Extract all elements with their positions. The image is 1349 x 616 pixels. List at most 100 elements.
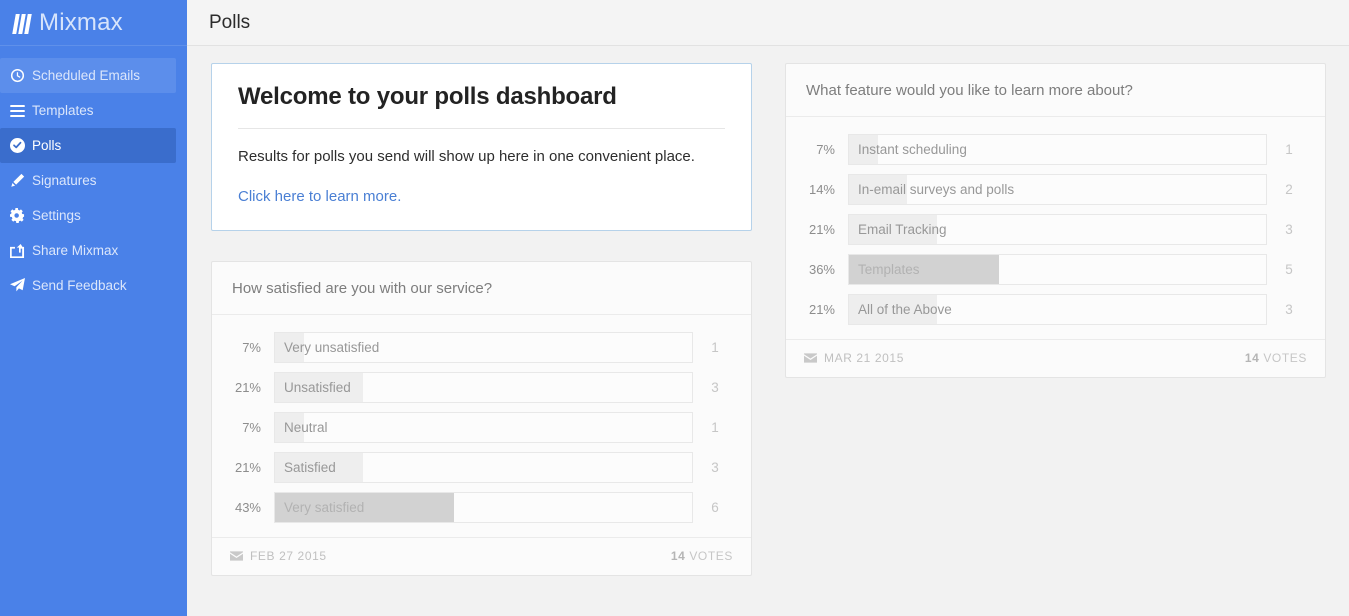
poll-option-percent: 36%	[808, 261, 835, 277]
sidebar-item-label: Polls	[32, 137, 62, 153]
poll-option-bar-fill	[275, 372, 363, 402]
poll-option-percent: 7%	[242, 419, 261, 435]
poll-option-row: 14% In-email surveys and polls 2	[800, 169, 1311, 209]
poll-option-count: 3	[1285, 301, 1293, 317]
poll-option-count: 1	[711, 339, 719, 355]
poll-option-row: 21% All of the Above 3	[800, 289, 1311, 329]
poll-option-bar: In-email surveys and polls	[848, 173, 1267, 205]
poll-question: How satisfied are you with our service?	[212, 262, 751, 315]
content-columns: Welcome to your polls dashboard Results …	[187, 46, 1349, 576]
poll-votes-word: VOTES	[1263, 351, 1307, 365]
poll-option-bar-fill	[849, 254, 1000, 284]
poll-option-bar: All of the Above	[848, 293, 1267, 325]
poll-question: What feature would you like to learn mor…	[786, 64, 1325, 117]
poll-card-satisfaction: How satisfied are you with our service? …	[211, 261, 752, 576]
sidebar-item-label: Templates	[32, 102, 94, 118]
sidebar-nav: Scheduled Emails Templates Polls Signatu…	[0, 46, 187, 303]
poll-option-percent: 7%	[242, 339, 261, 355]
welcome-body-text: Results for polls you send will show up …	[238, 148, 695, 165]
poll-option-count: 3	[711, 379, 719, 395]
poll-date-label: FEB 27 2015	[250, 549, 327, 563]
poll-option-label: Instant scheduling	[858, 141, 967, 157]
poll-option-count: 5	[1285, 261, 1293, 277]
top-bar: Polls	[187, 0, 1349, 46]
poll-option-count: 1	[1285, 141, 1293, 157]
poll-option-label: Unsatisfied	[284, 379, 351, 395]
welcome-card: Welcome to your polls dashboard Results …	[211, 63, 752, 231]
envelope-icon	[230, 551, 243, 561]
sidebar-item-label: Scheduled Emails	[32, 67, 141, 83]
left-column: Welcome to your polls dashboard Results …	[211, 63, 752, 576]
poll-option-label: All of the Above	[858, 301, 952, 317]
poll-option-bar-fill	[275, 412, 305, 442]
poll-option-row: 21% Unsatisfied 3	[226, 367, 737, 407]
poll-date-label: MAR 21 2015	[824, 351, 904, 365]
poll-option-row: 36% Templates 5	[800, 249, 1311, 289]
welcome-title: Welcome to your polls dashboard	[238, 83, 617, 110]
poll-option-label: Satisfied	[284, 459, 336, 475]
poll-option-bar-fill	[849, 294, 937, 324]
poll-option-row: 7% Neutral 1	[226, 407, 737, 447]
poll-card-feature-interest: What feature would you like to learn mor…	[785, 63, 1326, 378]
sidebar-item-scheduled-emails[interactable]: Scheduled Emails	[0, 58, 176, 93]
poll-option-row: 7% Instant scheduling 1	[800, 129, 1311, 169]
poll-option-row: 21% Email Tracking 3	[800, 209, 1311, 249]
poll-option-percent: 7%	[816, 141, 835, 157]
sidebar-item-label: Share Mixmax	[32, 242, 119, 258]
poll-option-bar-fill	[275, 452, 363, 482]
poll-option-row: 21% Satisfied 3	[226, 447, 737, 487]
paper-plane-icon	[10, 278, 32, 294]
sidebar-item-label: Signatures	[32, 172, 97, 188]
poll-votes-word: VOTES	[689, 549, 733, 563]
poll-footer: MAR 21 2015 14 VOTES	[786, 339, 1325, 377]
poll-option-label: In-email surveys and polls	[858, 181, 1015, 197]
poll-option-label: Templates	[858, 261, 920, 277]
poll-option-label: Email Tracking	[858, 221, 947, 237]
envelope-icon	[804, 353, 817, 363]
sidebar: Mixmax Scheduled Emails Templates Polls	[0, 0, 187, 616]
poll-option-count: 6	[711, 499, 719, 515]
brand-header[interactable]: Mixmax	[0, 0, 187, 46]
poll-option-bar-fill	[849, 214, 937, 244]
poll-option-bar: Satisfied	[274, 451, 693, 483]
sidebar-item-share-mixmax[interactable]: Share Mixmax	[0, 233, 176, 268]
poll-results-list: 7% Instant scheduling 1 14% In-email surveys…	[786, 117, 1325, 339]
poll-option-bar: Unsatisfied	[274, 371, 693, 403]
poll-option-bar: Templates	[848, 253, 1267, 285]
poll-option-bar-fill	[275, 492, 455, 522]
main-area: Polls Welcome to your polls dashboard Re…	[187, 0, 1349, 616]
poll-option-percent: 43%	[234, 499, 261, 515]
learn-more-link[interactable]: Click here to learn more.	[238, 188, 402, 205]
sidebar-item-label: Send Feedback	[32, 277, 127, 293]
poll-option-row: 43% Very satisfied 6	[226, 487, 737, 527]
sidebar-item-templates[interactable]: Templates	[0, 93, 176, 128]
check-circle-icon	[10, 138, 32, 154]
sidebar-item-settings[interactable]: Settings	[0, 198, 176, 233]
poll-option-bar: Very unsatisfied	[274, 331, 693, 363]
pencil-icon	[10, 173, 32, 189]
poll-option-count: 3	[711, 459, 719, 475]
poll-option-bar-fill	[849, 174, 908, 204]
poll-option-count: 2	[1285, 181, 1293, 197]
page-title: Polls	[209, 11, 251, 33]
poll-date: MAR 21 2015	[804, 351, 904, 365]
sidebar-item-signatures[interactable]: Signatures	[0, 163, 176, 198]
sidebar-item-send-feedback[interactable]: Send Feedback	[0, 268, 176, 303]
brand-name: Mixmax	[39, 8, 123, 36]
poll-option-bar: Very satisfied	[274, 491, 693, 523]
poll-option-bar: Instant scheduling	[848, 133, 1267, 165]
poll-option-label: Very satisfied	[284, 499, 365, 515]
poll-footer: FEB 27 2015 14 VOTES	[212, 537, 751, 575]
mixmax-bars-logo-icon	[12, 12, 32, 34]
poll-date: FEB 27 2015	[230, 549, 327, 563]
poll-option-label: Neutral	[284, 419, 328, 435]
poll-option-bar-fill	[849, 134, 879, 164]
poll-votes-number: 14	[1244, 351, 1260, 365]
poll-option-percent: 14%	[808, 181, 835, 197]
sidebar-item-label: Settings	[32, 207, 81, 223]
poll-option-count: 3	[1285, 221, 1293, 237]
list-icon	[10, 103, 32, 119]
sidebar-item-polls[interactable]: Polls	[0, 128, 176, 163]
poll-results-list: 7% Very unsatisfied 1 21% Unsatisfied 3 7% Neut…	[212, 315, 751, 537]
